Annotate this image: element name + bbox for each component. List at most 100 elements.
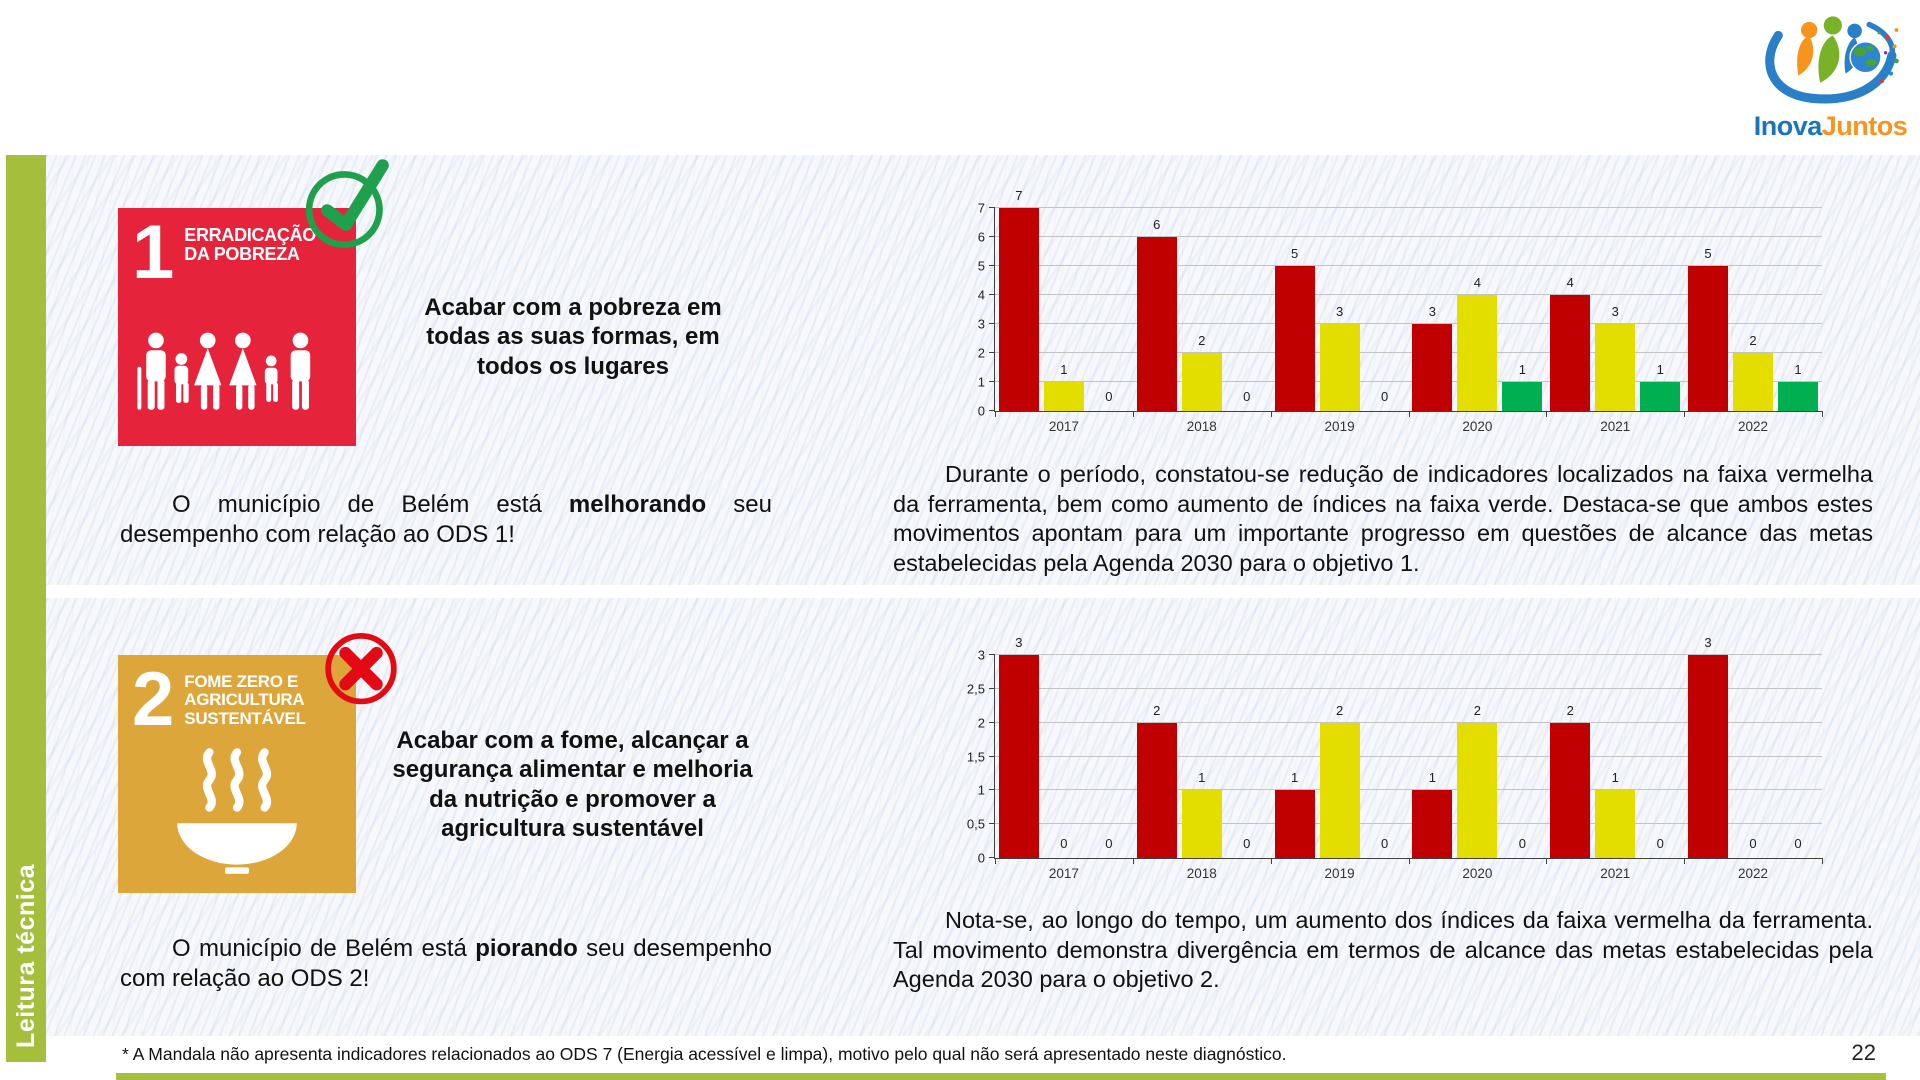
x-axis-label: 2017 bbox=[1048, 419, 1079, 434]
bar-faixa-amarela bbox=[1043, 382, 1084, 411]
y-axis-label: 7 bbox=[977, 200, 985, 216]
value-label: 0 bbox=[1243, 836, 1251, 851]
bar-faixa-vermelha bbox=[1412, 790, 1453, 858]
x-axis-label: 2020 bbox=[1462, 419, 1493, 434]
y-axis-label: 2 bbox=[977, 715, 985, 731]
ods2-chart: 0 0,5 1 1,5 2 2,5 3 3 0 0 2017 2 1 0 2018 1 2 0 2019 1 2 0 202… bbox=[956, 635, 1836, 893]
value-label: 3 bbox=[1015, 635, 1023, 650]
bar-faixa-vermelha bbox=[1412, 324, 1453, 411]
bar-faixa-verde bbox=[1640, 382, 1681, 411]
y-axis-label: 6 bbox=[977, 229, 985, 245]
value-label: 0 bbox=[1060, 836, 1068, 851]
footnote: * A Mandala não apresenta indicadores re… bbox=[122, 1044, 1287, 1064]
value-label: 1 bbox=[1656, 362, 1664, 377]
bar-faixa-vermelha bbox=[1136, 722, 1177, 858]
x-axis-label: 2019 bbox=[1324, 419, 1355, 434]
logo-text: InovaJuntos bbox=[1753, 111, 1908, 141]
gridline bbox=[995, 654, 1822, 655]
y-axis-label: 1 bbox=[977, 374, 985, 390]
value-label: 5 bbox=[1290, 246, 1299, 261]
gridline bbox=[995, 265, 1822, 266]
x-axis-label: 2022 bbox=[1738, 866, 1769, 881]
bar-group: 1 2 0 2020 bbox=[1408, 655, 1546, 881]
gridline bbox=[995, 294, 1822, 295]
sdg1-title: ERRADICAÇÃO DA POBREZA bbox=[184, 225, 316, 265]
bar-faixa-verde bbox=[1502, 382, 1543, 411]
value-label: 0 bbox=[1749, 836, 1757, 851]
bar-group: 7 1 0 2017 bbox=[995, 188, 1133, 434]
x-axis-label: 2020 bbox=[1462, 866, 1493, 881]
value-label: 4 bbox=[1473, 275, 1481, 291]
value-label: 6 bbox=[1153, 217, 1161, 232]
plot-area: 0 0,5 1 1,5 2 2,5 3 3 0 0 2017 2 1 0 2018 1 2 0 2019 1 2 0 202… bbox=[967, 635, 1823, 881]
value-label: 2 bbox=[1153, 702, 1161, 718]
y-axis-label: 2 bbox=[977, 345, 985, 361]
x-axis-label: 2022 bbox=[1738, 419, 1769, 434]
bottom-accent-bar bbox=[116, 1073, 1886, 1080]
sdg1-family-pictogram-icon bbox=[137, 332, 311, 410]
gridline bbox=[995, 352, 1822, 353]
bar-faixa-amarela bbox=[1733, 353, 1774, 411]
value-label: 2 bbox=[1473, 702, 1481, 718]
gridline bbox=[995, 236, 1822, 237]
value-label: 3 bbox=[1428, 304, 1436, 319]
value-label: 1 bbox=[1290, 770, 1299, 786]
x-axis-label: 2017 bbox=[1048, 866, 1079, 881]
bar-faixa-vermelha bbox=[998, 208, 1039, 411]
bar-faixa-vermelha bbox=[1688, 266, 1729, 411]
bar-faixa-amarela bbox=[1319, 324, 1360, 411]
y-axis-label: 0 bbox=[977, 403, 985, 419]
value-label: 1 bbox=[1428, 770, 1436, 786]
logo: InovaJuntos bbox=[1748, 10, 1913, 141]
y-axis-label: 4 bbox=[977, 287, 985, 303]
value-label: 2 bbox=[1749, 333, 1757, 349]
bar-faixa-amarela bbox=[1457, 295, 1498, 411]
sdg2-card: 2 FOME ZERO E AGRICULTURA SUSTENTÁVEL bbox=[118, 655, 356, 893]
value-label: 1 bbox=[1794, 362, 1802, 377]
bar-faixa-vermelha bbox=[1550, 295, 1591, 411]
ods1-chart: 0 1 2 3 4 5 6 7 7 1 0 2017 6 2 0 2018 5 3 0 2019 3 4 1 2020 4 3 1 2… bbox=[956, 188, 1836, 446]
bar-faixa-amarela bbox=[1181, 790, 1222, 858]
bar-group: 5 3 0 2019 bbox=[1271, 208, 1409, 434]
value-label: 0 bbox=[1243, 389, 1251, 404]
value-label: 1 bbox=[1611, 770, 1619, 786]
status-text-1: O município de Belém está melhorando seu… bbox=[120, 491, 772, 549]
y-axis-label: 3 bbox=[977, 316, 985, 332]
value-label: 7 bbox=[1015, 188, 1023, 203]
value-label: 0 bbox=[1518, 836, 1526, 851]
bar-faixa-amarela bbox=[1595, 324, 1636, 411]
y-axis-label: 1,5 bbox=[966, 749, 985, 764]
bar-faixa-amarela bbox=[1181, 353, 1222, 411]
bar-faixa-vermelha bbox=[1274, 266, 1315, 411]
x-axis-label: 2018 bbox=[1186, 419, 1217, 434]
inovajuntos-logo-icon bbox=[1764, 16, 1899, 104]
bar-faixa-amarela bbox=[1319, 722, 1360, 858]
gridline bbox=[995, 687, 1822, 689]
gridline bbox=[995, 823, 1822, 825]
bar-faixa-amarela bbox=[1457, 722, 1498, 858]
page-number: 22 bbox=[1851, 1040, 1876, 1065]
gridline bbox=[995, 207, 1822, 208]
status-highlight-1: melhorando bbox=[568, 491, 707, 518]
sdg2-title: FOME ZERO E AGRICULTURA SUSTENTÁVEL bbox=[184, 672, 306, 728]
sdg2-bowl-pictogram-icon bbox=[177, 748, 297, 874]
y-axis-label: 3 bbox=[977, 647, 985, 663]
value-label: 2 bbox=[1566, 702, 1574, 718]
bar-group: 4 3 1 2021 bbox=[1546, 208, 1684, 434]
y-axis-label: 0,5 bbox=[966, 816, 985, 832]
cross-badge-icon bbox=[325, 632, 397, 705]
bar-faixa-vermelha bbox=[998, 655, 1039, 858]
value-label: 1 bbox=[1060, 362, 1068, 377]
bar-faixa-vermelha bbox=[1274, 790, 1315, 858]
value-label: 1 bbox=[1198, 770, 1206, 786]
bar-group: 3 4 1 2020 bbox=[1408, 208, 1546, 434]
sdg2-number: 2 bbox=[132, 657, 175, 742]
bar-faixa-vermelha bbox=[1688, 655, 1729, 858]
goal-text-2: Acabar com a fome, alcançar a segurança … bbox=[392, 727, 753, 842]
gridline bbox=[995, 789, 1822, 791]
value-label: 2 bbox=[1335, 702, 1344, 718]
value-label: 0 bbox=[1794, 836, 1802, 851]
x-axis-label: 2021 bbox=[1600, 866, 1631, 881]
x-axis-label: 2021 bbox=[1600, 419, 1631, 434]
